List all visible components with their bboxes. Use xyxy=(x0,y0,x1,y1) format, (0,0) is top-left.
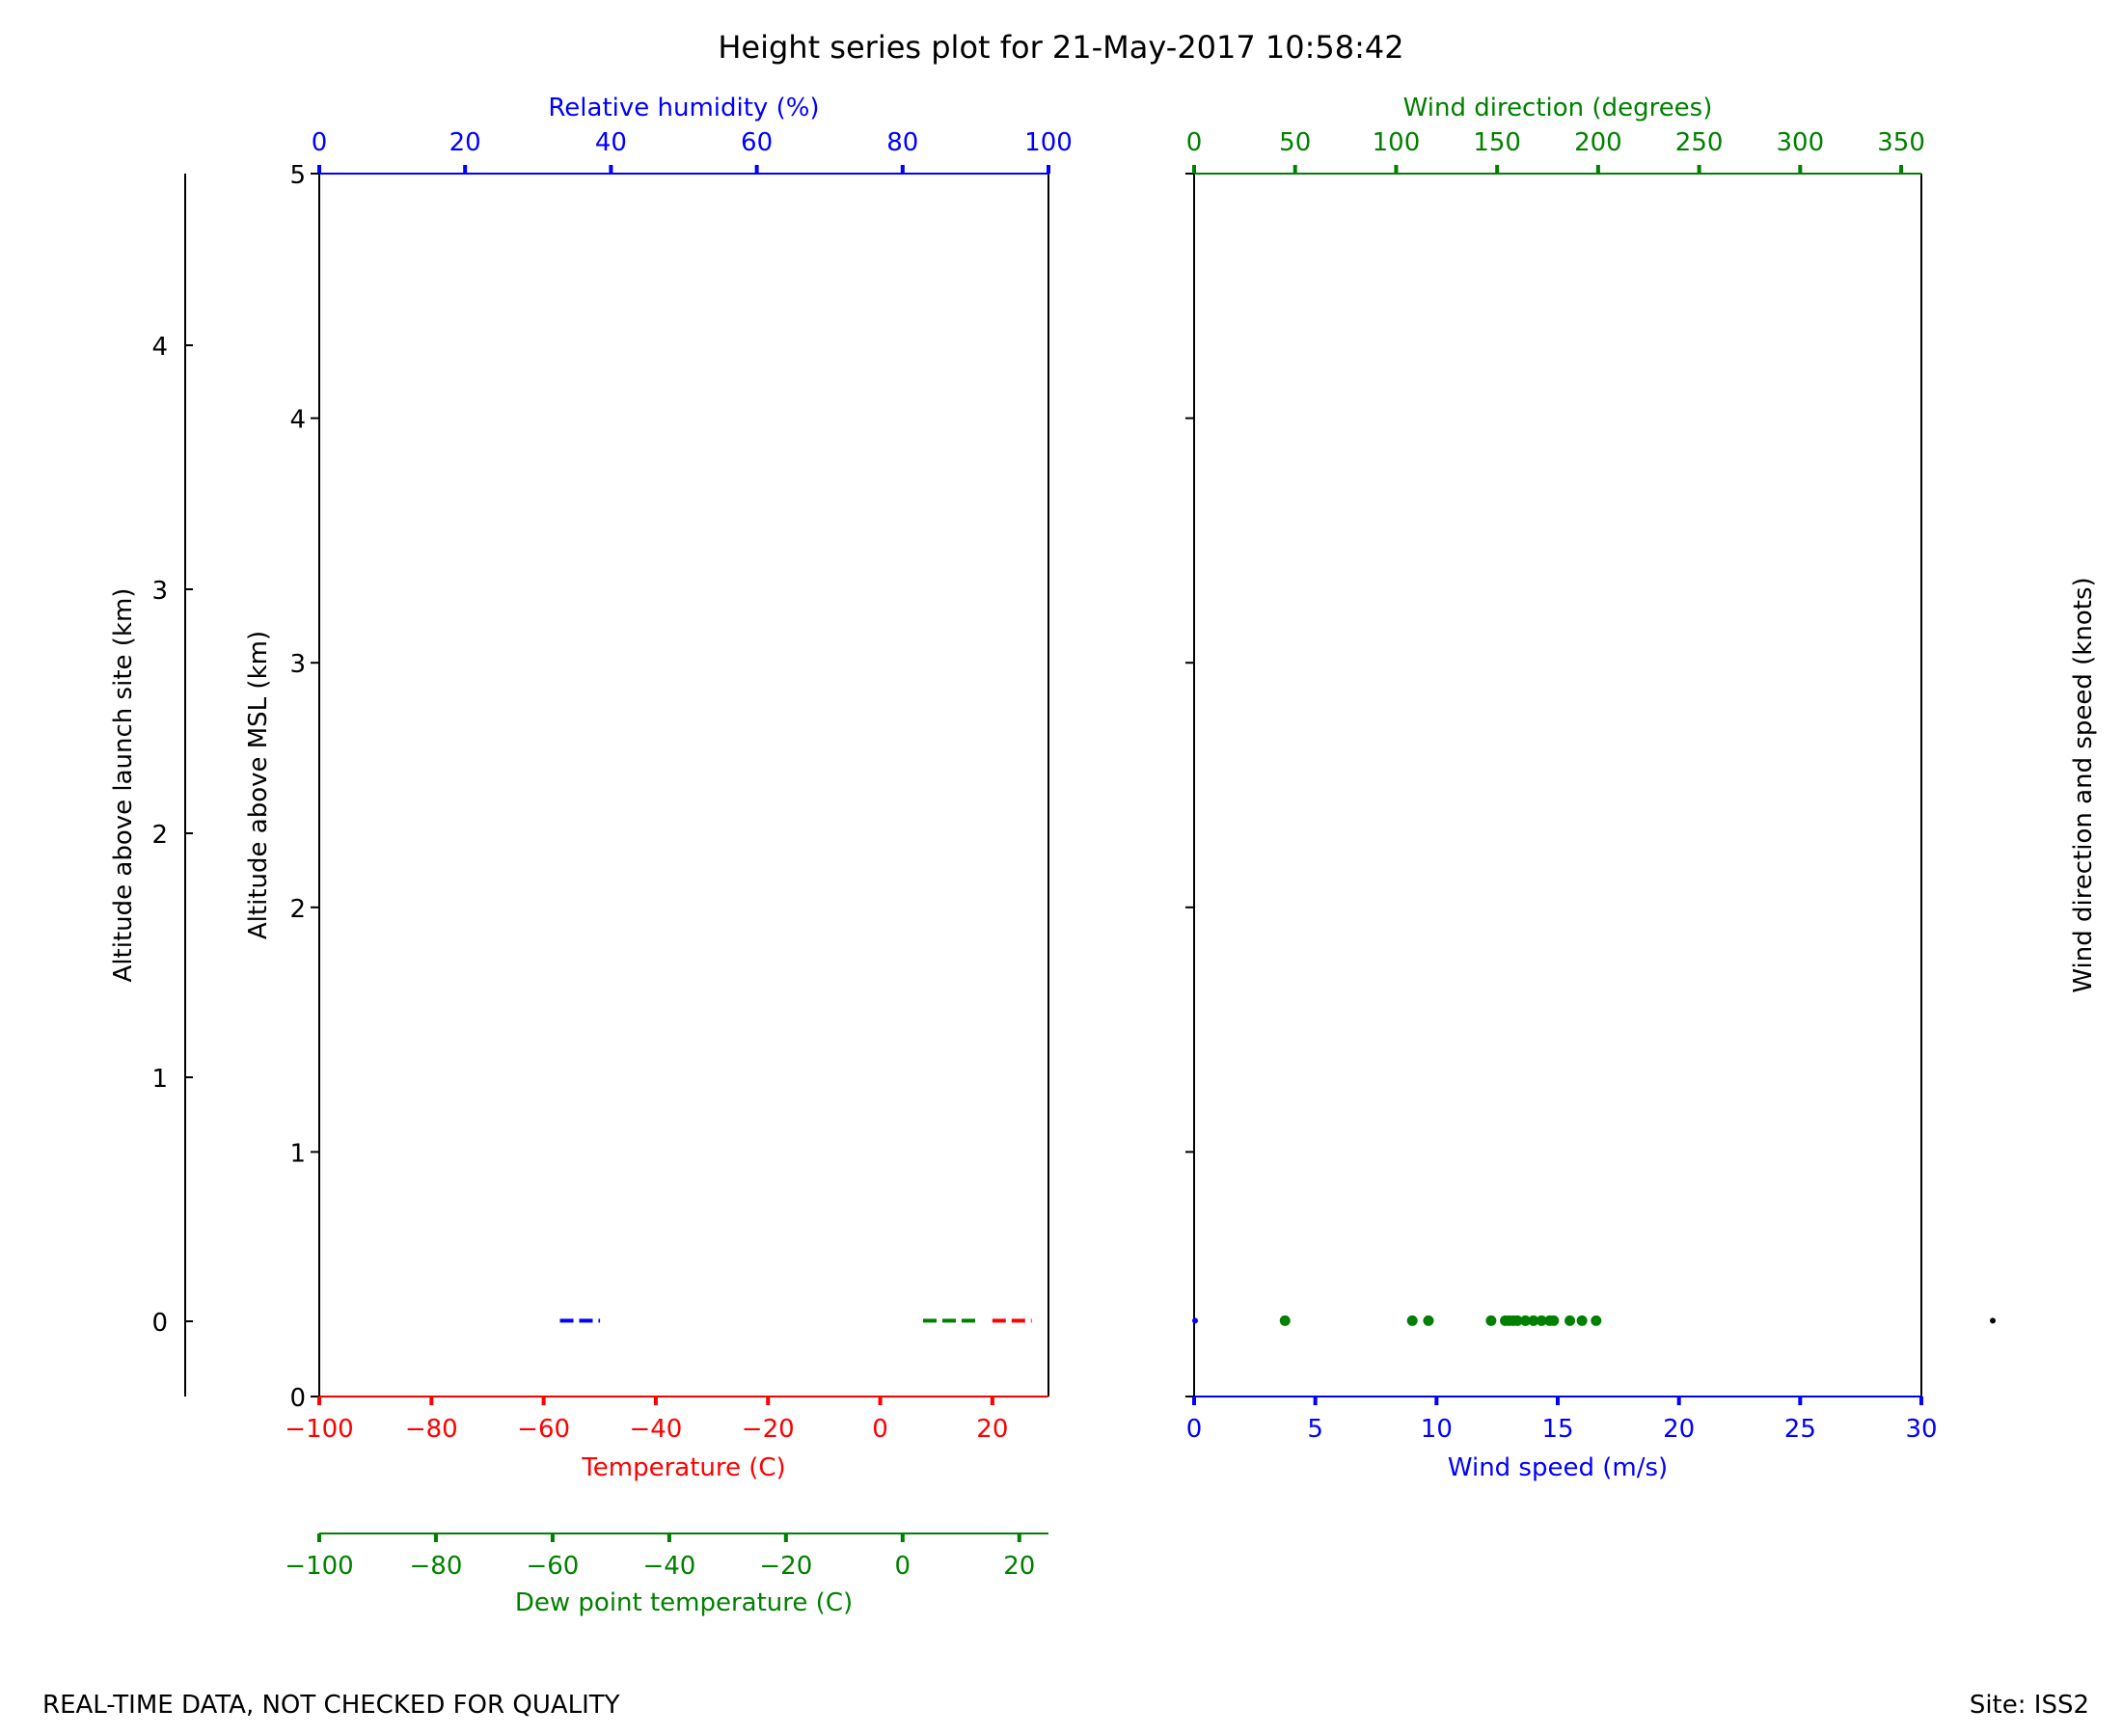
msl-altitude-tick-label: 0 xyxy=(289,1384,306,1413)
dewpoint-tick-label: −60 xyxy=(526,1552,579,1581)
wind-direction-point xyxy=(1564,1315,1576,1326)
temperature-axis-label: Temperature (C) xyxy=(581,1453,785,1482)
humidity-tick-label: 60 xyxy=(741,128,773,157)
footer-site-label: Site: ISS2 xyxy=(1970,1691,2089,1720)
temperature-tick-label: 0 xyxy=(872,1415,888,1444)
wind-speed-tick-label: 0 xyxy=(1186,1415,1203,1444)
wind-speed-tick-label: 30 xyxy=(1905,1415,1937,1444)
msl-altitude-tick-label: 5 xyxy=(289,161,306,190)
footer-quality-note: REAL-TIME DATA, NOT CHECKED FOR QUALITY xyxy=(42,1691,620,1720)
wind-direction-tick-label: 200 xyxy=(1574,128,1622,157)
wind-direction-point xyxy=(1576,1315,1588,1326)
humidity-axis-label: Relative humidity (%) xyxy=(548,94,819,122)
humidity-tick-label: 40 xyxy=(595,128,627,157)
wind-speed-tick-label: 20 xyxy=(1663,1415,1695,1444)
wind-speed-tick-label: 15 xyxy=(1541,1415,1573,1444)
msl-altitude-axis-label: Altitude above MSL (km) xyxy=(244,631,273,939)
wind-speed-tick-label: 5 xyxy=(1307,1415,1323,1444)
temperature-tick-label: −60 xyxy=(517,1415,570,1444)
humidity-tick-label: 20 xyxy=(449,128,481,157)
dewpoint-tick-label: −80 xyxy=(410,1552,463,1581)
msl-altitude-tick-label: 1 xyxy=(289,1139,306,1168)
wind-barbs-axis-label: Wind direction and speed (knots) xyxy=(2069,577,2098,992)
temperature-tick-label: 20 xyxy=(976,1415,1008,1444)
wind-direction-point xyxy=(1406,1315,1418,1326)
wind-direction-tick-label: 150 xyxy=(1473,128,1521,157)
temperature-tick-label: −40 xyxy=(629,1415,682,1444)
temperature-tick-label: −100 xyxy=(285,1415,353,1444)
wind-direction-axis-label: Wind direction (degrees) xyxy=(1403,94,1713,122)
wind-speed-tick-label: 10 xyxy=(1421,1415,1453,1444)
msl-altitude-tick-label: 4 xyxy=(289,406,306,435)
humidity-tick-label: 80 xyxy=(886,128,918,157)
wind-direction-tick-label: 350 xyxy=(1877,128,1925,157)
dewpoint-tick-label: 0 xyxy=(895,1552,911,1581)
chart-title: Height series plot for 21-May-2017 10:58… xyxy=(718,29,1403,66)
wind-direction-point xyxy=(1423,1315,1434,1326)
wind-direction-tick-label: 100 xyxy=(1373,128,1421,157)
wind-direction-point xyxy=(1536,1315,1547,1326)
wind-direction-point xyxy=(1591,1315,1602,1326)
launch-site-altitude-axis-label: Altitude above launch site (km) xyxy=(109,588,138,983)
wind-direction-point xyxy=(1528,1315,1539,1326)
wind-direction-point xyxy=(1485,1315,1497,1326)
wind-direction-tick-label: 300 xyxy=(1777,128,1825,157)
dewpoint-tick-label: −20 xyxy=(759,1552,812,1581)
launch-site-altitude-tick-label: 3 xyxy=(151,577,168,606)
launch-site-altitude-tick-label: 4 xyxy=(151,333,168,362)
launch-site-altitude-tick-label: 1 xyxy=(151,1065,168,1094)
dewpoint-tick-label: 20 xyxy=(1003,1552,1035,1581)
dewpoint-tick-label: −100 xyxy=(285,1552,353,1581)
wind-direction-point xyxy=(1279,1315,1291,1326)
humidity-tick-label: 100 xyxy=(1024,128,1073,157)
dewpoint-axis-label: Dew point temperature (C) xyxy=(515,1588,853,1617)
launch-site-altitude-tick-label: 2 xyxy=(151,821,168,850)
wind-direction-tick-label: 250 xyxy=(1675,128,1724,157)
humidity-tick-label: 0 xyxy=(312,128,328,157)
msl-altitude-tick-label: 3 xyxy=(289,650,306,679)
msl-altitude-tick-label: 2 xyxy=(289,895,306,924)
wind-direction-point xyxy=(1519,1315,1531,1326)
wind-direction-point xyxy=(1548,1315,1560,1326)
wind-speed-tick-label: 25 xyxy=(1784,1415,1816,1444)
launch-site-altitude-tick-label: 0 xyxy=(151,1309,168,1338)
wind-direction-tick-label: 0 xyxy=(1186,128,1203,157)
dewpoint-tick-label: −40 xyxy=(642,1552,695,1581)
temperature-tick-label: −20 xyxy=(742,1415,795,1444)
wind-speed-point xyxy=(1192,1317,1198,1324)
wind-direction-tick-label: 50 xyxy=(1279,128,1311,157)
wind-barb-point xyxy=(1990,1317,1996,1324)
temperature-tick-label: −80 xyxy=(405,1415,458,1444)
wind-speed-axis-label: Wind speed (m/s) xyxy=(1448,1453,1668,1482)
plot-area: 0 1 2 3 4 5 Altitude above MSL (km) 0 1 2 3 4 Altitu… xyxy=(109,94,2098,1617)
wind-direction-point xyxy=(1511,1315,1523,1326)
